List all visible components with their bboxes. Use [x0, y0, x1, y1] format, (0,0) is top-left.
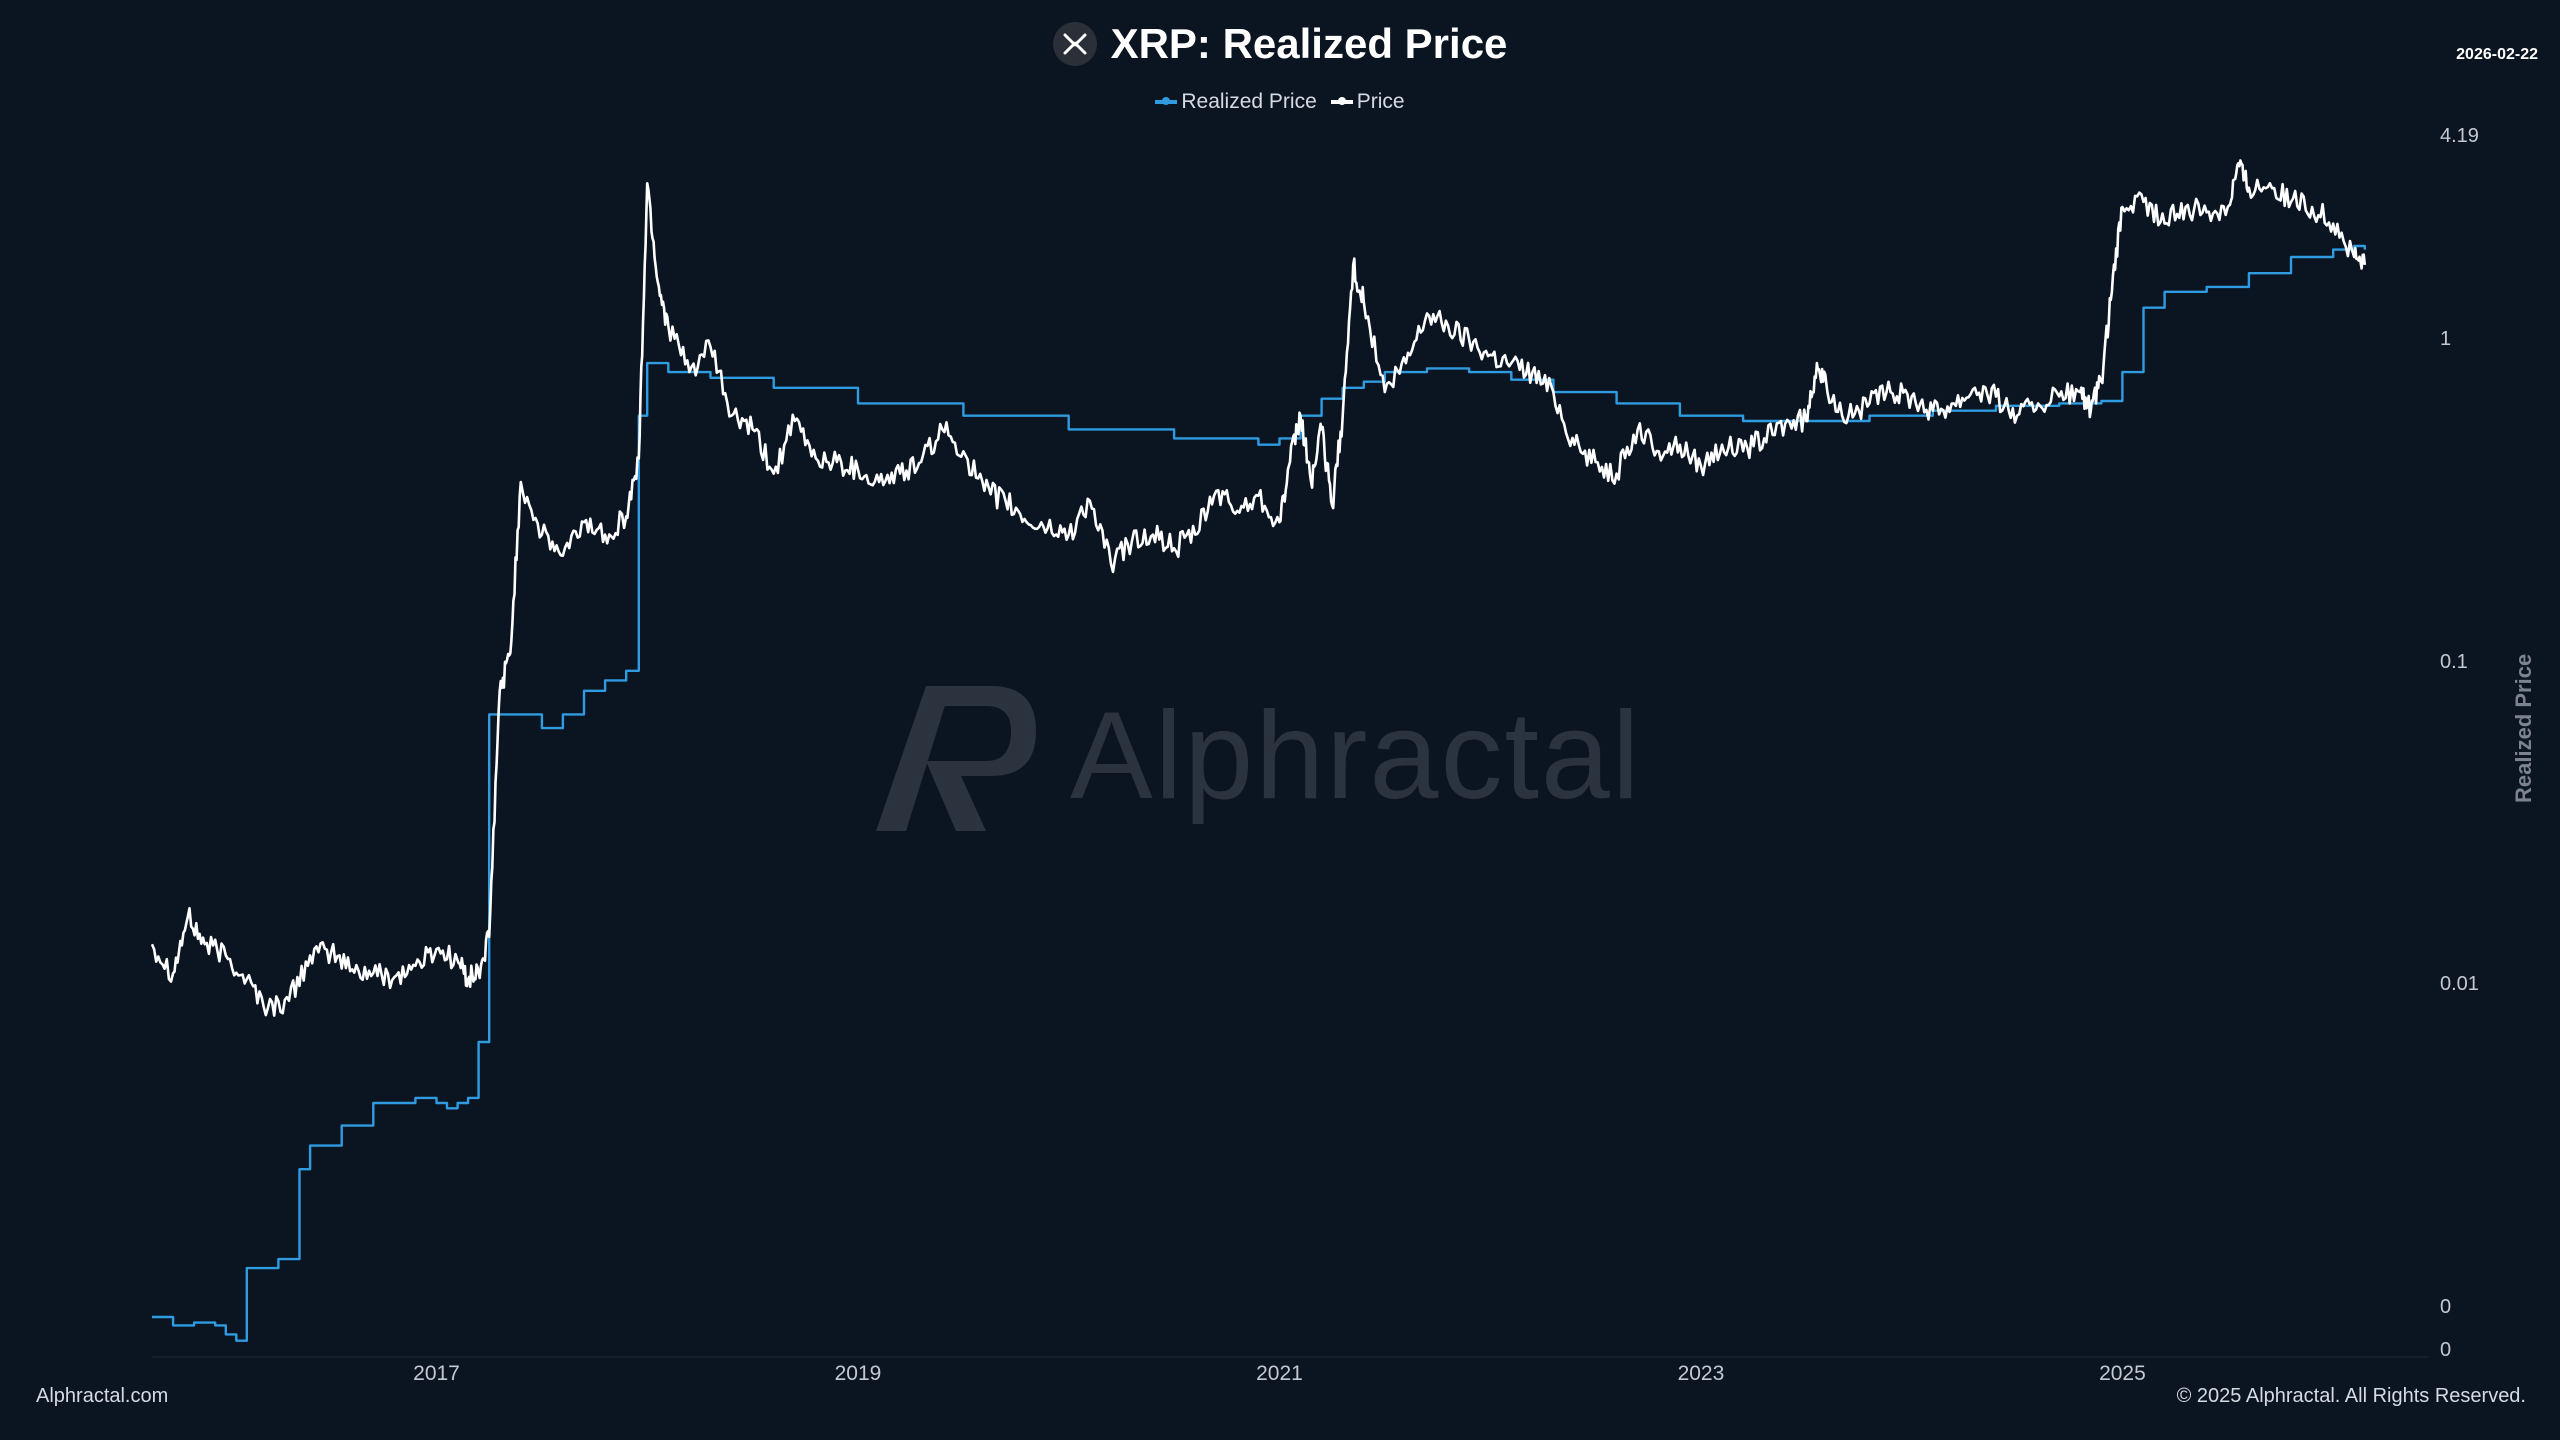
x-tick-label: 2017	[413, 1362, 460, 1385]
x-axis: 2017 2019 2021 2023 2025	[413, 1362, 2146, 1385]
watermark-text: Alphractal	[1070, 687, 1642, 825]
legend-label: Realized Price	[1181, 90, 1317, 113]
x-tick-label: 2021	[1256, 1362, 1303, 1385]
x-tick-label: 2023	[1678, 1362, 1725, 1385]
y-tick-label: 4.19	[2440, 125, 2479, 147]
legend-item-price[interactable]: Price	[1330, 90, 1405, 114]
watermark: Alphractal	[866, 676, 1641, 836]
y-tick-label: 0	[2440, 1296, 2451, 1318]
legend-item-realized-price[interactable]: Realized Price	[1155, 90, 1317, 114]
legend: Realized Price Price	[0, 90, 2560, 114]
y-tick-label: 0.1	[2440, 651, 2468, 673]
y-tick-label: 1	[2440, 328, 2451, 350]
date-label: 2026-02-22	[2456, 46, 2538, 63]
alphractal-logo-icon	[876, 686, 1036, 831]
page-title: XRP: Realized Price	[1110, 20, 1508, 67]
realized-price-swatch-icon	[1155, 97, 1178, 105]
footer-copyright: © 2025 Alphractal. All Rights Reserved.	[2176, 1385, 2526, 1407]
xrp-logo-icon	[1052, 22, 1097, 66]
x-tick-label: 2019	[835, 1362, 882, 1385]
y-tick-label: 0.01	[2440, 973, 2479, 995]
chart-title: XRP: Realized Price	[0, 20, 2560, 68]
y-axis-title: Realized Price	[2511, 653, 2536, 803]
chart-series	[150, 159, 2367, 1342]
price-swatch-icon	[1330, 97, 1353, 105]
y-tick-label: 0	[2440, 1339, 2451, 1361]
realized-price-series-line	[152, 244, 2366, 1342]
y-axis: 4.19 1 0.1 0.01 0 0	[2440, 125, 2479, 1361]
legend-label: Price	[1356, 90, 1405, 113]
price-series-line	[150, 159, 2367, 1017]
footer-site[interactable]: Alphractal.com	[36, 1385, 169, 1407]
x-tick-label: 2025	[2099, 1362, 2146, 1385]
